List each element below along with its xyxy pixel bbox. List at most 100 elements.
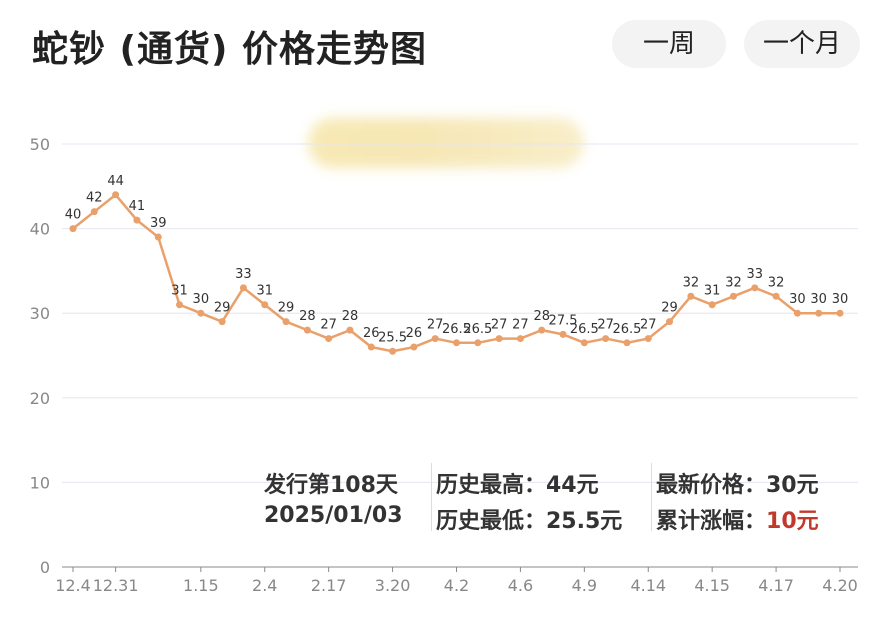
data-point	[772, 292, 780, 300]
x-tick-label: 2.4	[252, 576, 277, 595]
data-point	[453, 339, 460, 347]
x-tick-label: 4.9	[572, 576, 597, 595]
data-point	[516, 335, 524, 343]
data-point	[602, 335, 610, 343]
data-label: 30	[193, 292, 210, 307]
y-tick-label: 20	[30, 389, 50, 408]
data-label: 27	[640, 318, 657, 333]
x-tick-label: 1.15	[183, 576, 219, 595]
data-label: 40	[65, 208, 82, 223]
x-tick-label: 4.6	[508, 576, 533, 595]
latest-price-text: 最新价格：30元	[656, 473, 819, 498]
range-month-button[interactable]: 一个月	[744, 20, 860, 68]
cumulative-change-value: 10元	[766, 509, 819, 534]
x-tick-label: 4.2	[444, 576, 469, 595]
data-point	[303, 326, 311, 334]
data-label: 28	[299, 309, 316, 324]
data-label: 30	[789, 292, 806, 307]
data-label: 32	[683, 275, 700, 290]
data-point	[687, 292, 695, 300]
data-label: 32	[725, 275, 742, 290]
data-label: 28	[342, 309, 359, 324]
x-tick-label: 4.14	[630, 576, 666, 595]
data-point	[729, 292, 737, 300]
data-point	[133, 216, 141, 224]
data-point	[218, 318, 226, 326]
cumulative-change-label: 累计涨幅：	[656, 509, 767, 534]
x-tick-label: 12.31	[93, 576, 139, 595]
data-label: 27	[597, 318, 614, 333]
data-point	[580, 339, 588, 347]
data-point	[410, 343, 418, 351]
data-point	[325, 335, 333, 343]
data-point	[176, 301, 184, 309]
data-label: 29	[661, 301, 678, 316]
data-label: 27.5	[549, 313, 578, 328]
y-tick-label: 0	[40, 558, 50, 577]
data-point	[538, 326, 546, 334]
data-label: 27	[512, 318, 529, 333]
history-high-text: 历史最高：44元	[436, 473, 599, 498]
data-label: 31	[171, 284, 188, 299]
data-point	[836, 309, 844, 317]
data-label: 26	[363, 326, 380, 341]
x-tick-label: 4.15	[694, 576, 730, 595]
data-label: 30	[810, 292, 827, 307]
data-point	[112, 191, 120, 199]
y-tick-label: 10	[30, 473, 50, 492]
data-label: 33	[235, 267, 252, 282]
data-label: 31	[256, 284, 273, 299]
data-point	[495, 335, 503, 343]
data-label: 26.5	[442, 322, 471, 337]
x-tick-label: 2.17	[311, 576, 347, 595]
data-point	[282, 318, 290, 326]
data-point	[431, 335, 439, 343]
data-point	[346, 326, 354, 334]
data-label: 26	[406, 326, 423, 341]
data-label: 42	[86, 191, 103, 206]
data-label: 30	[832, 292, 849, 307]
x-tick-label: 4.20	[822, 576, 858, 595]
data-label: 26.5	[570, 322, 599, 337]
data-point	[815, 309, 823, 317]
y-tick-label: 30	[30, 304, 50, 323]
data-label: 28	[533, 309, 550, 324]
data-label: 26.5	[612, 322, 641, 337]
data-label: 29	[214, 301, 231, 316]
info-divider	[431, 463, 432, 531]
y-tick-label: 50	[30, 135, 50, 154]
data-label: 27	[427, 318, 444, 333]
data-point	[154, 233, 162, 241]
data-point	[69, 225, 77, 233]
y-tick-label: 40	[30, 220, 50, 239]
data-label: 27	[491, 318, 508, 333]
data-point	[666, 318, 674, 326]
info-divider	[651, 463, 652, 531]
data-point	[559, 330, 567, 338]
data-label: 33	[747, 267, 764, 282]
cumulative-change: 累计涨幅：10元	[656, 503, 819, 535]
page-title: 蛇钞 (通货) 价格走势图	[32, 29, 427, 70]
x-tick-label: 4.17	[758, 576, 794, 595]
data-point	[708, 301, 716, 309]
issue-date-text: 2025/01/03	[264, 503, 403, 528]
data-point	[239, 284, 247, 292]
data-point	[623, 339, 631, 347]
data-point	[793, 309, 801, 317]
data-label: 25.5	[378, 330, 407, 345]
data-point	[751, 284, 759, 292]
data-point	[90, 208, 98, 216]
range-week-button[interactable]: 一周	[612, 20, 726, 68]
data-label: 31	[704, 284, 721, 299]
data-point	[261, 301, 269, 309]
data-point	[367, 343, 375, 351]
data-label: 26.5	[463, 322, 492, 337]
data-label: 32	[768, 275, 785, 290]
data-point	[474, 339, 482, 347]
data-point	[644, 335, 652, 343]
data-point	[389, 347, 397, 355]
history-low-text: 历史最低：25.5元	[436, 509, 623, 534]
x-tick-label: 3.20	[375, 576, 411, 595]
x-tick-label: 12.4	[55, 576, 91, 595]
